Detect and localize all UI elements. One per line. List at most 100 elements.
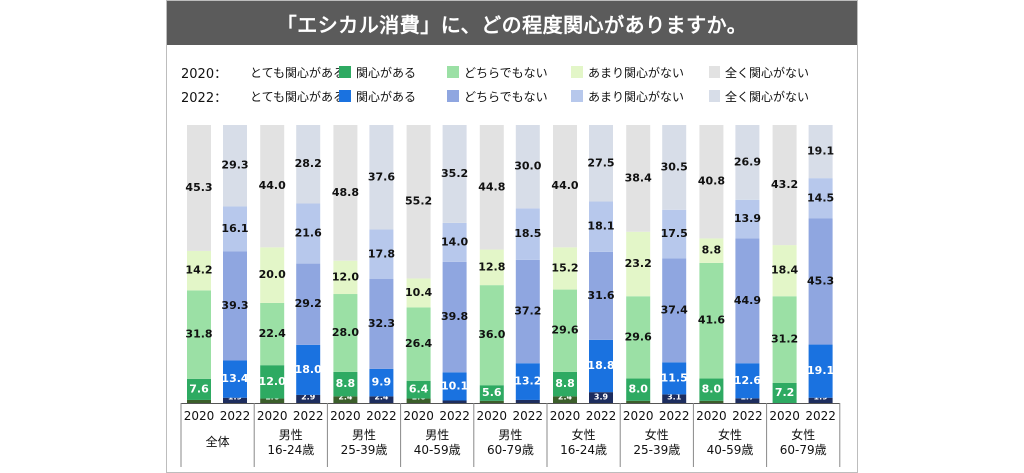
legend-item: とても関心がある xyxy=(245,88,345,105)
bar-segment xyxy=(406,380,431,399)
legend-label: 全く関心がない xyxy=(724,65,809,80)
data-label: 41.6 xyxy=(698,314,725,327)
data-label: 35.2 xyxy=(441,167,468,180)
bar-segment xyxy=(699,262,724,379)
bar-segment xyxy=(699,125,724,239)
data-label: 36.0 xyxy=(478,328,505,341)
year-label: 2022 xyxy=(732,409,763,423)
bar-segment xyxy=(662,362,687,395)
bar-segment xyxy=(260,247,285,303)
data-label: 26.9 xyxy=(734,155,761,168)
bar-segment xyxy=(589,125,613,202)
data-label: 31.8 xyxy=(185,328,212,341)
year-label: 2020 xyxy=(403,409,434,423)
stacked-bar-chart: 1.17.631.814.245.320201.913.439.316.129.… xyxy=(180,125,841,467)
data-label: 2.4 xyxy=(558,393,573,402)
data-label: 23.2 xyxy=(625,257,652,270)
data-label: 6.4 xyxy=(409,383,429,396)
legend-item: 全く関心がない xyxy=(709,88,809,105)
data-label: 5.6 xyxy=(482,386,502,399)
legend-swatch xyxy=(571,90,583,102)
bar-segment xyxy=(479,400,504,403)
bar-segment xyxy=(260,302,285,366)
bar-segment xyxy=(662,258,687,363)
bar-segment xyxy=(626,378,651,401)
legend-row-2022: 2022： とても関心がある 関心がある どちらでもない あまり関心がない 全く関心がな… xyxy=(181,85,813,107)
data-label: 44.9 xyxy=(734,294,761,307)
data-label: 8.8 xyxy=(336,377,356,390)
data-label: 48.8 xyxy=(332,186,359,199)
category-label: 男性 xyxy=(425,428,449,442)
bar-segment xyxy=(369,368,394,397)
year-label: 2022 xyxy=(366,409,397,423)
bar-segment xyxy=(260,365,285,399)
bar-segment xyxy=(772,382,797,403)
data-label: 11.5 xyxy=(661,371,688,384)
bar-segment xyxy=(333,260,358,295)
data-label: 37.6 xyxy=(368,170,395,183)
year-label: 2020 xyxy=(330,409,361,423)
data-label: 37.2 xyxy=(514,305,541,318)
data-label: 10.1 xyxy=(441,379,468,392)
data-label: 17.8 xyxy=(368,247,395,260)
data-label: 30.5 xyxy=(661,160,688,173)
data-label: 28.0 xyxy=(332,326,359,339)
bar-segment xyxy=(515,363,540,400)
bar-segment xyxy=(589,392,613,403)
bar-segment xyxy=(735,363,760,399)
data-label: 43.2 xyxy=(771,178,798,191)
bar-segment xyxy=(515,125,540,209)
data-label: 10.4 xyxy=(405,286,432,299)
bar-segment xyxy=(479,125,504,250)
year-label: 2022 xyxy=(439,409,470,423)
legend-swatch xyxy=(447,90,459,102)
chart-title: 「エシカル消費」に、どの程度関心がありますか。 xyxy=(167,1,857,45)
data-label: 26.4 xyxy=(405,337,432,350)
data-label: 8.0 xyxy=(702,383,722,396)
legend-item: 関心がある xyxy=(339,64,443,81)
category-label: 25-39歳 xyxy=(633,443,680,457)
bar-segment xyxy=(223,360,247,398)
bar-segment xyxy=(296,203,321,264)
bar-segment xyxy=(223,397,247,403)
category-label: 男性 xyxy=(279,428,303,442)
bar-segment xyxy=(369,279,394,369)
bar-segment xyxy=(296,344,321,395)
category-label: 全体 xyxy=(206,434,230,449)
year-label: 2020 xyxy=(696,409,727,423)
legend-item: あまり関心がない xyxy=(571,64,705,81)
data-label: 27.5 xyxy=(587,156,614,169)
data-label: 17.5 xyxy=(661,227,688,240)
data-label: 55.2 xyxy=(405,195,432,208)
data-label: 22.4 xyxy=(259,327,286,340)
data-label: 30.0 xyxy=(514,160,541,173)
data-label: 45.3 xyxy=(807,275,834,288)
legend-label: あまり関心がない xyxy=(588,89,685,104)
bar-segment xyxy=(406,278,431,308)
data-label: 13.9 xyxy=(734,212,761,225)
data-label: 44.0 xyxy=(551,179,578,192)
bar-segment xyxy=(333,396,358,403)
bar-segment xyxy=(442,400,467,403)
bar-segment xyxy=(735,238,760,364)
bar-segment xyxy=(589,339,613,393)
data-label: 2.4 xyxy=(374,393,389,402)
bar-segment xyxy=(699,238,724,263)
bar-segment xyxy=(662,209,687,259)
category-label: 16-24歳 xyxy=(267,443,314,457)
bar-segment xyxy=(223,206,247,252)
bar-segment xyxy=(772,125,797,246)
legend-label: 全く関心がない xyxy=(724,89,809,104)
bar-segment xyxy=(553,396,577,403)
bar-segment xyxy=(406,307,431,381)
year-label: 2022 xyxy=(293,409,324,423)
data-label: 18.0 xyxy=(295,363,322,376)
data-label: 7.2 xyxy=(775,386,795,399)
category-label: 60-79歳 xyxy=(487,443,534,457)
category-label: 男性 xyxy=(352,428,376,442)
legend-swatch xyxy=(709,66,720,78)
bar-segment xyxy=(187,125,211,251)
bar-segment xyxy=(296,125,321,204)
legend-item: あまり関心がない xyxy=(571,88,705,105)
bar-segment xyxy=(808,344,833,398)
